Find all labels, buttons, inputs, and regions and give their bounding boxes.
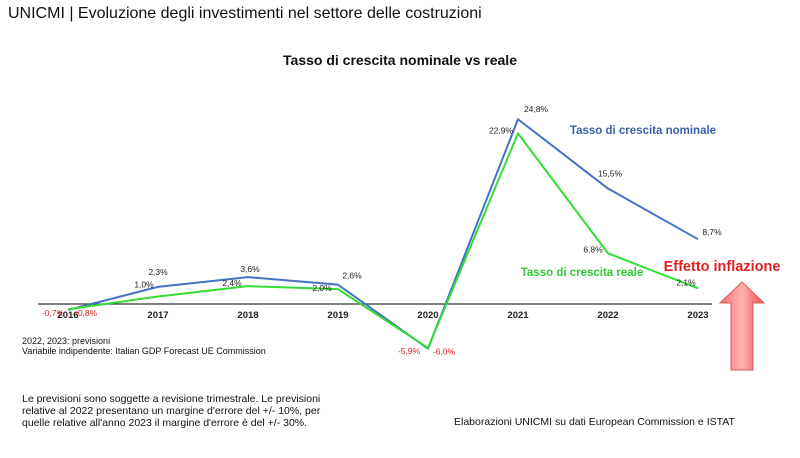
note-variable: Variabile indipendente: Italian GDP Fore… xyxy=(22,346,266,356)
data-label: 2,4% xyxy=(222,278,242,288)
x-tick-label: 2018 xyxy=(237,310,258,321)
data-label: 3,6% xyxy=(240,264,260,274)
data-label: 2,1% xyxy=(676,277,696,287)
data-label: 2,6% xyxy=(342,271,362,281)
x-tick-label: 2016 xyxy=(57,310,78,321)
data-label: 6,8% xyxy=(583,244,603,254)
x-tick-label: 2023 xyxy=(687,310,708,321)
series-line-nominale xyxy=(67,118,699,350)
x-tick-label: 2021 xyxy=(507,310,529,321)
data-label: -0,7% xyxy=(42,308,65,318)
chart-notes: 2022, 2023: previsioni Variabile indipen… xyxy=(22,336,266,356)
data-label: 22,9% xyxy=(489,125,514,135)
header-title: UNICMI | Evoluzione degli investimenti n… xyxy=(8,5,482,22)
data-label: 15,5% xyxy=(598,169,623,179)
x-tick-label: 2022 xyxy=(597,310,618,321)
series-label-nominale: Tasso di crescita nominale xyxy=(570,125,716,137)
data-label: 8,7% xyxy=(702,227,722,237)
data-label: 2,3% xyxy=(148,267,168,277)
data-label: -5,9% xyxy=(398,346,421,356)
x-tick-label: 2020 xyxy=(417,310,438,321)
data-label: 1,0% xyxy=(134,280,154,290)
x-tick-label: 2017 xyxy=(147,310,168,321)
source-credit: Elaborazioni UNICMI su dati European Com… xyxy=(454,416,735,428)
data-label: 24,8% xyxy=(524,104,549,114)
chart-title: Tasso di crescita nominale vs reale xyxy=(283,52,517,68)
series-line-reale xyxy=(67,132,699,349)
data-label: -6,0% xyxy=(433,347,456,357)
inflation-arrow-icon xyxy=(718,281,766,371)
data-label: 2,0% xyxy=(312,283,332,293)
note-forecast: 2022, 2023: previsioni xyxy=(22,336,111,346)
data-label: -0,8% xyxy=(75,308,98,318)
annotation-label: Effetto inflazione xyxy=(664,259,781,275)
x-tick-label: 2019 xyxy=(327,310,348,321)
disclaimer: Le previsioni sono soggette a revisione … xyxy=(22,393,321,429)
series-label-reale: Tasso di crescita reale xyxy=(521,267,644,279)
